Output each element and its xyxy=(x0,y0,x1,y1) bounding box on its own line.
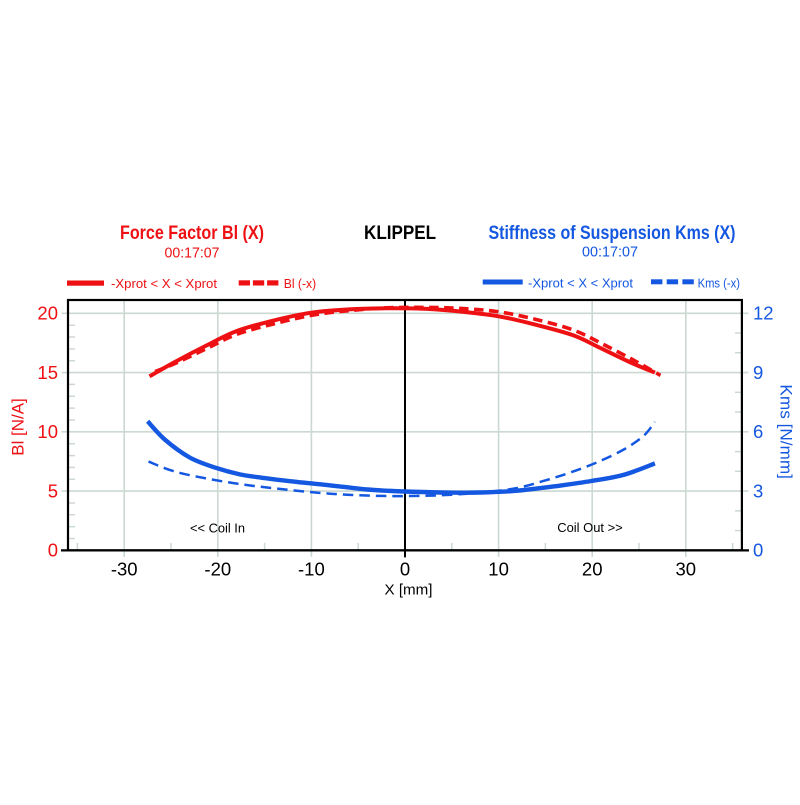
svg-text:30: 30 xyxy=(676,559,697,580)
svg-text:Force Factor Bl (X): Force Factor Bl (X) xyxy=(120,223,264,244)
svg-text:0: 0 xyxy=(753,540,763,561)
svg-text:Kms (-x): Kms (-x) xyxy=(698,276,740,291)
svg-text:15: 15 xyxy=(37,362,58,383)
svg-text:-Xprot < X < Xprot: -Xprot < X < Xprot xyxy=(111,276,217,291)
svg-text:20: 20 xyxy=(37,303,58,324)
svg-text:-10: -10 xyxy=(298,559,325,580)
svg-text:00:17:07: 00:17:07 xyxy=(165,246,220,262)
svg-text:Coil Out >>: Coil Out >> xyxy=(557,520,623,535)
svg-text:3: 3 xyxy=(753,480,763,501)
svg-text:Bl [N/A]: Bl [N/A] xyxy=(10,398,28,456)
svg-text:10: 10 xyxy=(488,559,509,580)
svg-text:6: 6 xyxy=(753,421,763,442)
svg-text:12: 12 xyxy=(753,303,774,324)
svg-text:Kms [N/mm]: Kms [N/mm] xyxy=(777,384,795,479)
svg-text:-20: -20 xyxy=(204,559,231,580)
svg-text:5: 5 xyxy=(48,480,58,501)
svg-text:9: 9 xyxy=(753,362,763,383)
svg-text:Bl (-x): Bl (-x) xyxy=(284,276,317,291)
svg-text:KLIPPEL: KLIPPEL xyxy=(364,223,436,244)
svg-text:20: 20 xyxy=(582,559,603,580)
svg-text:0: 0 xyxy=(48,540,58,561)
svg-text:-30: -30 xyxy=(111,559,138,580)
svg-text:X [mm]: X [mm] xyxy=(385,582,433,599)
svg-text:Stiffness of Suspension Kms (X: Stiffness of Suspension Kms (X) xyxy=(489,223,736,244)
svg-text:-Xprot < X < Xprot: -Xprot < X < Xprot xyxy=(528,276,633,291)
svg-text:00:17:07: 00:17:07 xyxy=(582,245,638,261)
svg-text:<< Coil In: << Coil In xyxy=(190,521,245,536)
svg-text:10: 10 xyxy=(37,421,58,442)
svg-text:0: 0 xyxy=(400,559,410,580)
